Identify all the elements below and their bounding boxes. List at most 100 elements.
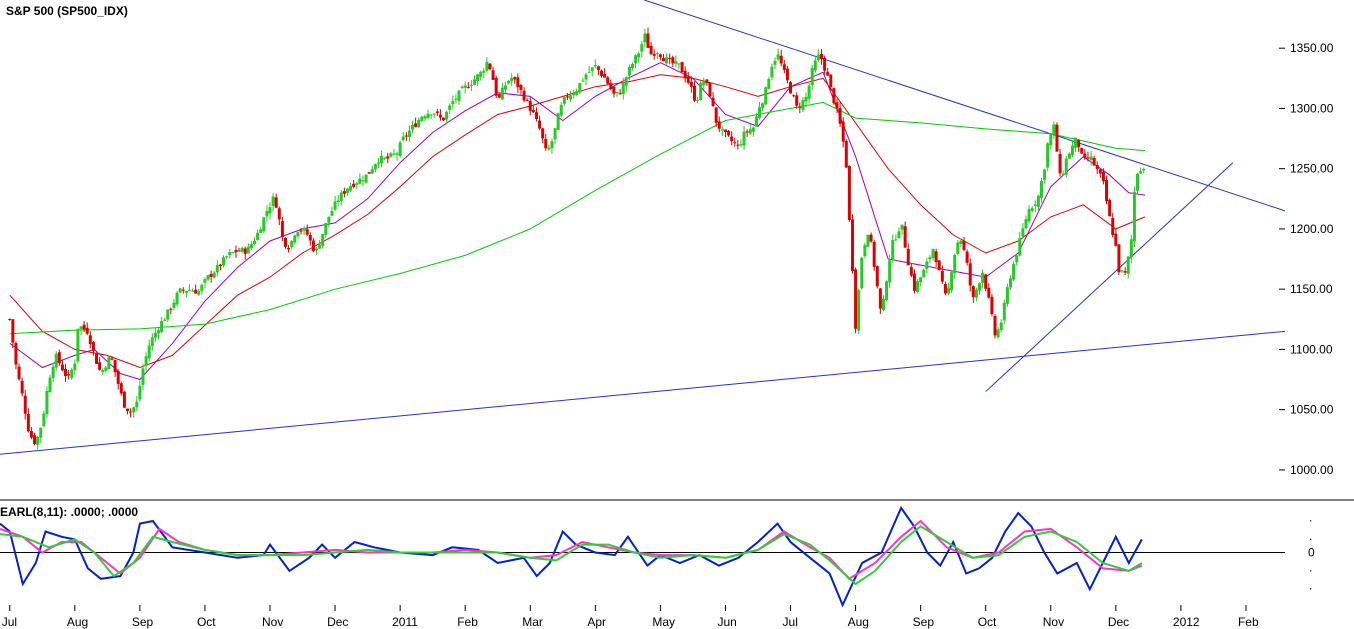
candle-body — [702, 80, 706, 86]
x-tick-label: Aug — [848, 615, 869, 629]
y-minor-dot: . — [1309, 579, 1312, 593]
candle-body — [885, 281, 889, 301]
candle-body — [448, 105, 452, 110]
candle-body — [460, 86, 464, 89]
candle-body — [962, 240, 966, 250]
candle-body — [503, 85, 507, 90]
candle-body — [253, 240, 257, 245]
candle-body — [122, 391, 126, 408]
candle-body — [550, 141, 554, 149]
moving-average-line — [9, 101, 1146, 335]
candle-body — [423, 116, 427, 119]
x-tick-label: Apr — [587, 615, 606, 629]
candle-body — [82, 324, 86, 330]
candle-body — [432, 113, 436, 115]
candle-body — [711, 97, 715, 106]
candle-body — [262, 217, 266, 232]
price-pane: 1350.00 1300.00 1250.00 1200.00 1150.00 1100.… — [0, 0, 1334, 477]
candle-body — [1008, 278, 1012, 288]
y-tick-label: 1050.00 — [1290, 403, 1334, 417]
y-tick-label: 1300.00 — [1290, 101, 1334, 115]
x-tick-label: Aug — [67, 615, 88, 629]
candle-body — [1055, 124, 1059, 152]
candle-body — [931, 249, 935, 258]
candle-body — [513, 77, 517, 80]
candle-body — [1132, 192, 1136, 242]
candle-body — [897, 231, 901, 239]
moving-average-line — [9, 62, 1146, 381]
candle-body — [1123, 271, 1127, 273]
candle-body — [872, 241, 876, 267]
candle-body — [816, 54, 820, 61]
candle-body — [850, 219, 854, 272]
candle-body — [491, 70, 495, 80]
price-bars — [8, 27, 1146, 450]
candle-body — [330, 211, 334, 216]
candle-body — [160, 320, 164, 332]
x-tick-label: Sep — [913, 615, 935, 629]
x-axis: Jul Aug Sep Oct Nov Dec 2011 Feb Mar Apr May Jun Jul… — [2, 605, 1259, 629]
candle-body — [940, 271, 944, 282]
candle-body — [668, 57, 672, 59]
candle-body — [863, 245, 867, 256]
candle-body — [39, 427, 43, 438]
candle-body — [761, 103, 765, 108]
candle-body — [1052, 124, 1056, 135]
candle-body — [435, 111, 439, 113]
y-tick-label: 1000.00 — [1290, 463, 1334, 477]
candle-body — [169, 308, 173, 310]
candle-body — [308, 235, 312, 241]
candle-body — [569, 95, 573, 100]
candle-body — [798, 107, 802, 109]
candle-body — [33, 435, 37, 444]
candle-body — [166, 309, 170, 320]
x-tick-label: 2011 — [392, 615, 418, 629]
candle-body — [795, 95, 799, 106]
candle-body — [838, 108, 842, 124]
candle-body — [590, 67, 594, 71]
candle-body — [42, 413, 46, 427]
candle-body — [534, 112, 538, 119]
candle-body — [172, 302, 176, 308]
candle-body — [314, 248, 318, 251]
candle-body — [386, 156, 390, 159]
candle-body — [95, 353, 99, 364]
candle-body — [950, 272, 954, 291]
candle-body — [60, 364, 64, 371]
candle-body — [370, 169, 374, 174]
candle-body — [98, 362, 102, 370]
candle-body — [1126, 256, 1130, 274]
candle-body — [88, 335, 92, 344]
candle-body — [156, 330, 160, 334]
candle-body — [1092, 158, 1096, 166]
candle-body — [445, 111, 449, 120]
moving-average-line — [9, 74, 1146, 369]
candle-body — [256, 232, 260, 241]
candle-body — [953, 255, 957, 274]
candle-body — [658, 54, 662, 58]
candle-body — [116, 371, 120, 384]
candle-body — [125, 408, 129, 411]
candle-body — [457, 90, 461, 101]
candle-body — [206, 275, 210, 280]
candle-body — [1077, 139, 1081, 148]
candle-body — [1117, 244, 1121, 273]
candle-body — [829, 74, 833, 87]
candle-body — [305, 229, 309, 235]
candle-body — [392, 153, 396, 155]
x-tick-label: Dec — [327, 615, 348, 629]
candle-body — [1086, 157, 1090, 159]
candle-body — [1095, 165, 1099, 169]
candle-body — [714, 107, 718, 123]
candle-body — [519, 85, 523, 90]
candle-body — [482, 70, 486, 73]
candle-body — [57, 352, 61, 364]
candle-body — [999, 322, 1003, 330]
x-tick-label: Feb — [1238, 615, 1259, 629]
candle-body — [782, 64, 786, 70]
candle-body — [302, 228, 306, 231]
candle-body — [1061, 173, 1065, 175]
candle-body — [637, 53, 641, 58]
candle-body — [801, 99, 805, 111]
oscillator-line — [0, 519, 1143, 581]
